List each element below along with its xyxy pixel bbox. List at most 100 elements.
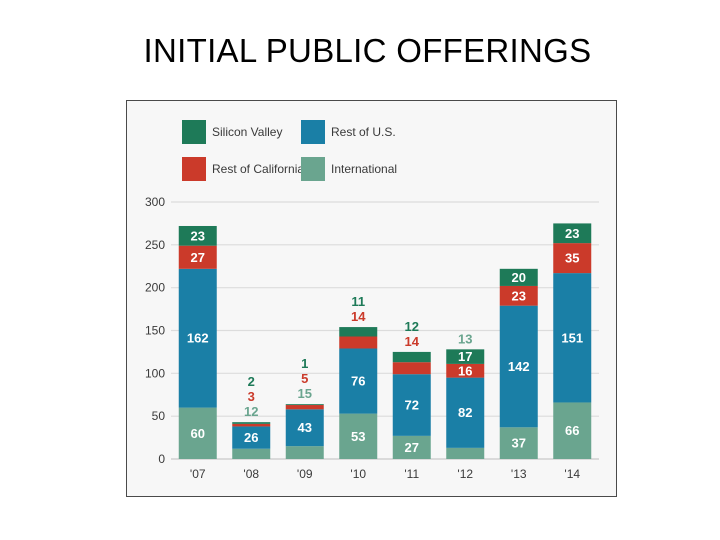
data-label-international-4: 27 (405, 440, 419, 455)
data-label-international-5: 13 (458, 331, 472, 346)
data-label-rest-of-u-s-0: 162 (187, 331, 209, 346)
data-label-silicon-valley-1: 2 (248, 374, 255, 389)
bar-silicon-valley-0 (178, 225, 217, 246)
y-tick-label-200: 200 (145, 281, 165, 295)
bar-rest-of-u-s-7 (553, 273, 592, 403)
data-label-rest-of-california-2: 5 (301, 371, 308, 386)
x-tick-label-1: '08 (243, 467, 259, 481)
data-label-silicon-valley-4: 12 (405, 319, 419, 334)
data-label-rest-of-california-6: 23 (512, 288, 526, 303)
y-tick-label-50: 50 (152, 409, 166, 423)
bar-rest-of-u-s-4 (392, 374, 431, 436)
legend-label-rest-of-u-s: Rest of U.S. (331, 125, 396, 139)
x-tick-label-0: '07 (190, 467, 206, 481)
bar-rest-of-california-1 (232, 423, 271, 427)
bar-international-3 (339, 413, 378, 459)
x-tick-label-6: '13 (511, 467, 527, 481)
data-label-international-2: 15 (298, 386, 312, 401)
data-label-rest-of-u-s-6: 142 (508, 359, 530, 374)
bar-rest-of-u-s-0 (178, 268, 217, 408)
bar-silicon-valley-3 (339, 327, 378, 337)
data-label-rest-of-u-s-3: 76 (351, 374, 365, 389)
data-label-rest-of-california-3: 14 (351, 309, 366, 324)
y-tick-label-0: 0 (158, 452, 165, 466)
data-label-rest-of-california-7: 35 (565, 251, 579, 266)
data-label-international-1: 12 (244, 404, 258, 419)
bar-rest-of-u-s-1 (232, 426, 271, 449)
y-tick-label-250: 250 (145, 238, 165, 252)
legend-item-international: International (301, 157, 397, 181)
bar-international-5 (446, 447, 485, 459)
data-label-silicon-valley-2: 1 (301, 356, 308, 371)
bar-rest-of-california-7 (553, 243, 592, 274)
data-label-rest-of-u-s-7: 151 (561, 330, 583, 345)
bar-rest-of-california-6 (499, 285, 538, 306)
y-axis: 0 50 100 150 200 250 300 (145, 195, 165, 466)
bar-silicon-valley-6 (499, 268, 538, 286)
data-label-rest-of-california-0: 27 (191, 250, 205, 265)
x-tick-label-4: '11 (404, 467, 419, 481)
bar-international-4 (392, 435, 431, 459)
bar-silicon-valley-5 (446, 349, 485, 364)
bar-silicon-valley-1 (232, 422, 271, 424)
y-tick-label-100: 100 (145, 366, 165, 380)
legend-swatch-international (301, 157, 325, 181)
legend: Silicon Valley Rest of U.S. Rest of Califo… (182, 120, 397, 181)
data-label-rest-of-u-s-4: 72 (405, 398, 419, 413)
bar-rest-of-u-s-5 (446, 377, 485, 448)
legend-item-silicon-valley: Silicon Valley (182, 120, 282, 144)
y-tick-label-300: 300 (145, 195, 165, 209)
chart-frame: Silicon Valley Rest of U.S. Rest of Califo… (126, 100, 617, 497)
data-label-silicon-valley-7: 23 (565, 226, 579, 241)
data-label-silicon-valley-5: 17 (458, 349, 472, 364)
bar-rest-of-california-2 (285, 405, 324, 410)
data-label-rest-of-u-s-1: 26 (244, 430, 258, 445)
y-tick-label-150: 150 (145, 324, 165, 338)
bar-silicon-valley-2 (285, 404, 324, 406)
bar-rest-of-california-4 (392, 362, 431, 375)
bar-rest-of-california-0 (178, 245, 217, 269)
x-axis: '07 '08 '09 '10 '11 '12 '13 '14 (190, 467, 580, 481)
bar-international-7 (553, 402, 592, 459)
data-label-rest-of-u-s-5: 82 (458, 405, 472, 420)
bar-rest-of-california-3 (339, 336, 378, 349)
data-labels: 6016227232612324315515376141127721412821… (187, 226, 583, 455)
bar-international-2 (285, 446, 324, 459)
bar-rest-of-california-5 (446, 363, 485, 378)
data-label-international-0: 60 (191, 426, 205, 441)
legend-swatch-silicon-valley (182, 120, 206, 144)
legend-item-rest-of-california: Rest of California (182, 157, 304, 181)
gridlines (171, 201, 599, 460)
bar-international-1 (232, 448, 271, 459)
bar-rest-of-u-s-3 (339, 348, 378, 414)
bar-rest-of-u-s-6 (499, 305, 538, 428)
data-label-rest-of-california-5: 16 (458, 363, 472, 378)
page-title: INITIAL PUBLIC OFFERINGS (143, 32, 592, 69)
legend-label-silicon-valley: Silicon Valley (212, 125, 282, 139)
data-label-rest-of-california-4: 14 (405, 334, 420, 349)
data-label-silicon-valley-6: 20 (512, 270, 526, 285)
data-label-international-6: 37 (512, 436, 526, 451)
x-tick-label-2: '09 (297, 467, 313, 481)
bars (178, 223, 592, 459)
data-label-rest-of-california-1: 3 (248, 389, 255, 404)
bar-rest-of-u-s-2 (285, 409, 324, 447)
data-label-rest-of-u-s-2: 43 (298, 420, 312, 435)
bar-silicon-valley-7 (553, 223, 592, 244)
x-tick-label-7: '14 (564, 467, 580, 481)
legend-label-international: International (331, 162, 397, 176)
legend-label-rest-of-california: Rest of California (212, 162, 304, 176)
bar-international-6 (499, 427, 538, 459)
legend-swatch-rest-of-u-s (301, 120, 325, 144)
x-tick-label-5: '12 (457, 467, 473, 481)
data-label-international-3: 53 (351, 429, 365, 444)
data-label-silicon-valley-0: 23 (191, 228, 205, 243)
data-label-silicon-valley-3: 11 (351, 294, 365, 309)
bar-silicon-valley-4 (392, 351, 431, 363)
legend-swatch-rest-of-california (182, 157, 206, 181)
data-label-international-7: 66 (565, 423, 579, 438)
ipo-stacked-bar-chart: Silicon Valley Rest of U.S. Rest of Califo… (145, 120, 599, 481)
x-tick-label-3: '10 (350, 467, 366, 481)
bar-international-0 (178, 407, 217, 459)
legend-item-rest-of-u-s: Rest of U.S. (301, 120, 396, 144)
